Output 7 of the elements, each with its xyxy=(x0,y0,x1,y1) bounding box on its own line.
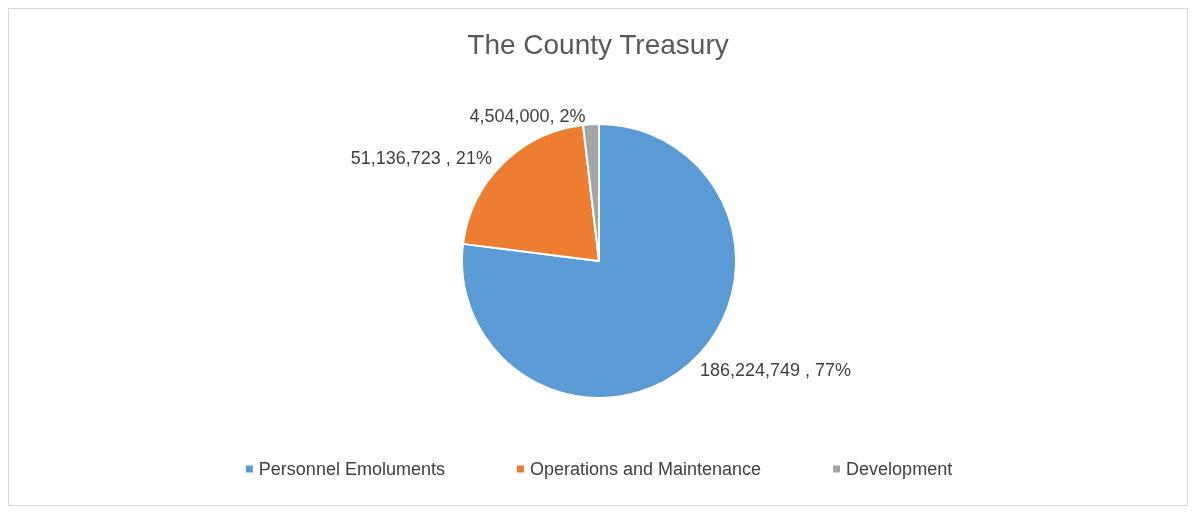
legend-label: Personnel Emoluments xyxy=(258,459,445,479)
data-label: 51,136,723 , 21% xyxy=(350,148,492,169)
legend-label: Development xyxy=(846,459,953,479)
chart-title: The County Treasury xyxy=(467,28,729,60)
data-label: 186,224,749 , 77% xyxy=(699,359,852,380)
data-label: 4,504,000, 2% xyxy=(469,106,586,127)
legend-label: Operations and Maintenance xyxy=(529,459,762,479)
